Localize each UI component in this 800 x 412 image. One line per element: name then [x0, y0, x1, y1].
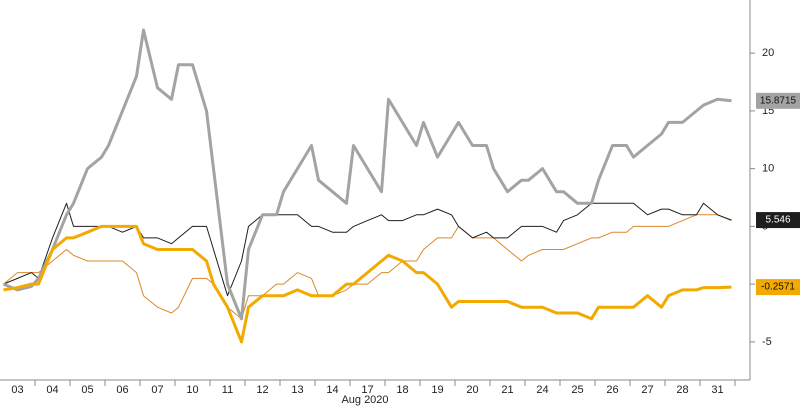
x-tick-label: 31	[711, 384, 723, 396]
y-tick-label: -5	[762, 336, 772, 348]
value-label: 15.8715	[760, 95, 797, 106]
value-label-box	[756, 279, 800, 296]
series-line	[3, 224, 732, 344]
x-tick-label: 14	[326, 384, 338, 396]
value-label-box	[756, 212, 800, 229]
series-line	[2, 28, 732, 321]
x-tick-label: 10	[186, 384, 198, 396]
x-tick-label: 05	[81, 384, 93, 396]
x-tick-label: 13	[291, 384, 303, 396]
x-tick-label: 20	[466, 384, 478, 396]
x-tick-label: 06	[116, 384, 128, 396]
value-label: 5.546	[765, 215, 790, 226]
x-tick-label: 28	[676, 384, 688, 396]
x-tick-label: 12	[256, 384, 268, 396]
x-tick-label: 17	[361, 384, 373, 396]
x-tick-label: 27	[641, 384, 653, 396]
x-tick-label: 04	[46, 384, 58, 396]
x-tick-label: 03	[11, 384, 23, 396]
value-label-box	[756, 92, 800, 109]
x-tick-label: 25	[571, 384, 583, 396]
x-tick-label: 21	[501, 384, 513, 396]
x-axis-label: Aug 2020	[341, 394, 388, 406]
x-tick-label: 11	[222, 384, 233, 396]
y-tick-label: 10	[762, 163, 774, 175]
y-tick-label: 20	[762, 47, 774, 59]
x-tick-label: 24	[536, 384, 548, 396]
series-line	[3, 202, 732, 297]
series-line	[3, 214, 732, 320]
x-tick-label: 26	[606, 384, 618, 396]
x-tick-label: 07	[151, 384, 163, 396]
x-tick-label: 18	[396, 384, 408, 396]
value-label: -0.2571	[761, 282, 795, 293]
x-tick-label: 19	[431, 384, 443, 396]
